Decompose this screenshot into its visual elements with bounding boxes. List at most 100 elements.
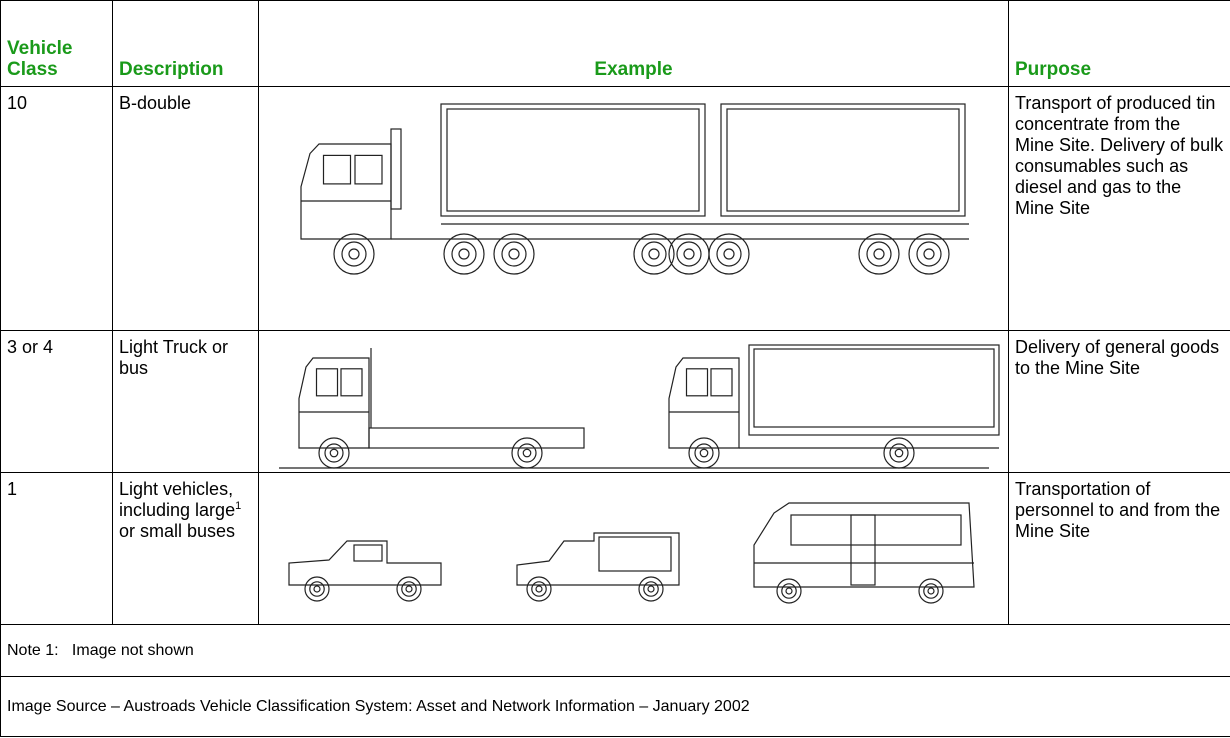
- drawing-stroke: [781, 582, 797, 599]
- drawing-stroke: [647, 584, 655, 593]
- description-cell: B-double: [112, 86, 259, 331]
- footnote-mark: 1: [235, 500, 242, 512]
- header-cell: Description: [112, 0, 259, 87]
- drawing-stroke: [668, 232, 710, 275]
- class-cell: 3 or 4: [0, 330, 113, 473]
- note-row: Image Source – Austroads Vehicle Classif…: [0, 676, 1230, 737]
- description-cell: Light Truck or bus: [112, 330, 259, 473]
- drawing-stroke: [401, 580, 417, 597]
- drawing-stroke: [493, 232, 535, 275]
- source-note: Image Source – Austroads Vehicle Classif…: [0, 676, 1230, 737]
- drawing-stroke: [508, 247, 520, 260]
- example-cell: [258, 86, 1009, 331]
- drawing-stroke: [668, 356, 740, 449]
- drawing-stroke: [641, 240, 667, 267]
- description-text: or small buses: [119, 521, 236, 541]
- drawing-stroke: [753, 501, 975, 588]
- drawing-stroke: [726, 107, 960, 212]
- row: 10 B-double Transport of produced tin co…: [0, 86, 1230, 331]
- drawing-stroke: [688, 436, 720, 469]
- drawing-stroke: [443, 232, 485, 275]
- drawing-stroke: [858, 232, 900, 275]
- drawing-stroke: [873, 247, 885, 260]
- drawing-stroke: [304, 575, 330, 602]
- drawing-stroke: [916, 240, 942, 267]
- drawing-stroke: [396, 575, 422, 602]
- drawing-stroke: [694, 442, 714, 463]
- drawing-stroke: [341, 240, 367, 267]
- drawing-stroke: [446, 107, 700, 212]
- drawing-stroke: [866, 240, 892, 267]
- drawing-stroke: [501, 240, 527, 267]
- drawing-stroke: [598, 535, 672, 572]
- drawing-stroke: [748, 343, 1000, 436]
- drawing-stroke: [889, 442, 909, 463]
- drawing-stroke: [340, 367, 363, 396]
- drawing-stroke: [850, 513, 876, 586]
- drawing-stroke: [516, 531, 680, 586]
- drawing-stroke: [318, 436, 350, 469]
- drawing-stroke: [535, 584, 543, 593]
- row: 1 Light vehicles, including large1 or sm…: [0, 472, 1230, 625]
- drawing-stroke: [309, 580, 325, 597]
- drawing-stroke: [894, 448, 904, 457]
- drawing-stroke: [710, 367, 733, 396]
- drawing-stroke: [526, 575, 552, 602]
- drawing-stroke: [923, 582, 939, 599]
- drawing-stroke: [685, 367, 709, 396]
- drawing-stroke: [288, 539, 442, 586]
- purpose-cell: Transportation of personnel to and from …: [1008, 472, 1230, 625]
- drawing-stroke: [683, 247, 695, 260]
- drawing-stroke: [908, 232, 950, 275]
- drawing-stroke: [300, 142, 392, 240]
- drawing-stroke: [522, 448, 532, 457]
- drawing-stroke: [927, 586, 935, 595]
- drawing-stroke: [785, 586, 793, 595]
- drawing-stroke: [633, 232, 675, 275]
- drawing-stroke: [918, 577, 944, 604]
- drawing-stroke: [716, 240, 742, 267]
- example-cell: [258, 330, 1009, 473]
- drawing-stroke: [676, 240, 702, 267]
- note: Note 1: Image not shown: [0, 624, 1230, 677]
- drawing-stroke: [324, 442, 344, 463]
- note-row: Note 1: Image not shown: [0, 624, 1230, 677]
- drawing-stroke: [720, 102, 966, 217]
- drawing-stroke: [531, 580, 547, 597]
- drawing-stroke: [776, 577, 802, 604]
- drawing-stroke: [405, 584, 413, 593]
- drawing-stroke: [440, 102, 706, 217]
- drawing-stroke: [708, 232, 750, 275]
- drawing-stroke: [368, 426, 585, 449]
- drawing-stroke: [390, 127, 402, 210]
- drawing-stroke: [511, 436, 543, 469]
- drawing-stroke: [451, 240, 477, 267]
- purpose-cell: Delivery of general goods to the Mine Si…: [1008, 330, 1230, 473]
- drawing-stroke: [638, 575, 664, 602]
- drawing-stroke: [353, 543, 383, 562]
- drawing-stroke: [458, 247, 470, 260]
- row: 3 or 4 Light Truck or bus Delivery of ge…: [0, 330, 1230, 473]
- light-vehicles-drawing: [288, 501, 975, 604]
- drawing-stroke: [723, 247, 735, 260]
- drawing-stroke: [517, 442, 537, 463]
- drawing-stroke: [322, 154, 352, 185]
- drawing-stroke: [643, 580, 659, 597]
- example-cell: [258, 472, 1009, 625]
- drawing-stroke: [883, 436, 915, 469]
- drawing-stroke: [348, 247, 360, 260]
- drawing-stroke: [298, 356, 370, 449]
- class-cell: 10: [0, 86, 113, 331]
- light-truck-drawing: [279, 343, 1000, 469]
- header-row: Vehicle Class Description Example Purpos…: [0, 0, 1230, 87]
- class-cell: 1: [0, 472, 113, 625]
- drawing-stroke: [313, 584, 321, 593]
- header-cell: Vehicle Class: [0, 0, 113, 87]
- description-cell: Light vehicles, including large1 or smal…: [112, 472, 259, 625]
- description-text: Light vehicles, including large: [119, 479, 236, 520]
- drawing-stroke: [753, 347, 995, 428]
- drawing-stroke: [333, 232, 375, 275]
- purpose-cell: Transport of produced tin concentrate fr…: [1008, 86, 1230, 331]
